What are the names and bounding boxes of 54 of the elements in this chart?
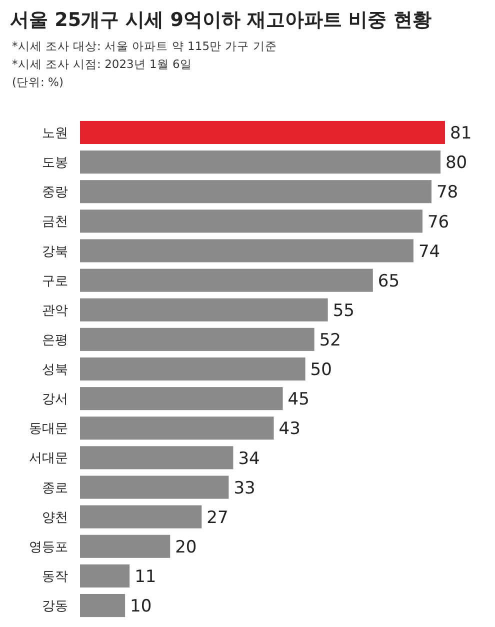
text: (단위: %) bbox=[12, 75, 64, 89]
bar bbox=[80, 239, 414, 262]
y-tick-label: 종로 bbox=[42, 480, 68, 496]
y-tick-label: 동대문 bbox=[29, 422, 68, 437]
bar bbox=[80, 298, 328, 322]
y-tick-label: 관악 bbox=[42, 303, 68, 318]
bar bbox=[80, 594, 126, 618]
data-label: 45 bbox=[288, 390, 310, 410]
y-tick-label: 서대문 bbox=[29, 451, 68, 466]
data-label: 81 bbox=[450, 124, 472, 144]
data-label: 34 bbox=[238, 448, 260, 469]
data-label: 50 bbox=[310, 360, 332, 380]
bar bbox=[80, 328, 314, 351]
data-label: 20 bbox=[175, 538, 197, 558]
y-tick-label: 강북 bbox=[42, 244, 68, 260]
y-tick-label: 중랑 bbox=[42, 185, 68, 200]
bar bbox=[80, 268, 373, 292]
data-label: 11 bbox=[134, 567, 156, 588]
data-label: 55 bbox=[332, 300, 354, 321]
bar bbox=[80, 505, 202, 528]
bar bbox=[80, 416, 274, 440]
y-tick-label: 노원 bbox=[42, 126, 68, 142]
data-label: 43 bbox=[278, 419, 300, 440]
bar bbox=[80, 180, 432, 204]
bar bbox=[80, 387, 283, 410]
y-tick-label: 영등포 bbox=[29, 540, 68, 555]
y-tick-label: 강서 bbox=[42, 392, 68, 408]
y-tick-label: 도봉 bbox=[42, 156, 68, 171]
data-label: 52 bbox=[319, 330, 341, 351]
data-label: 80 bbox=[445, 153, 468, 174]
data-label: 78 bbox=[436, 182, 458, 203]
bar bbox=[80, 476, 229, 499]
data-label: 65 bbox=[378, 271, 400, 292]
data-label: 27 bbox=[206, 508, 228, 528]
bar bbox=[80, 150, 440, 174]
bar bbox=[80, 357, 306, 381]
y-tick-label: 구로 bbox=[42, 274, 68, 289]
y-tick-label: 강동 bbox=[42, 599, 68, 614]
y-tick-label: 은평 bbox=[42, 332, 68, 348]
data-label: 33 bbox=[234, 478, 256, 498]
data-label: 76 bbox=[427, 212, 450, 232]
y-tick-label: 양천 bbox=[42, 510, 68, 526]
bar bbox=[80, 446, 234, 470]
y-tick-label: 동작 bbox=[42, 570, 68, 584]
bar bbox=[80, 564, 130, 588]
bar bbox=[80, 534, 170, 558]
data-label: 10 bbox=[130, 596, 152, 617]
chart-subtitle: *시세 조사 대상: 서울 아파트 약 115만 가구 기준 *시세 조사 시점: 2023년 1월 6일 bbox=[12, 39, 277, 71]
bar bbox=[80, 210, 422, 233]
chart-title: 서울 25개구 시세 9억이하 재고아파트 비중 현황 bbox=[10, 9, 432, 31]
bar bbox=[80, 120, 445, 144]
data-label: 74 bbox=[418, 242, 440, 262]
y-tick-label: 성북 bbox=[42, 362, 68, 378]
y-tick-label: 금천 bbox=[42, 214, 68, 230]
